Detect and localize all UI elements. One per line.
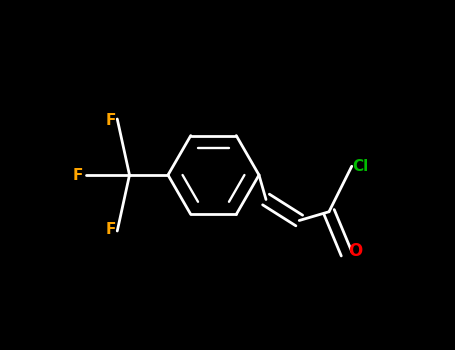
Text: F: F [106,113,116,128]
Text: O: O [348,242,362,260]
Text: F: F [73,168,83,182]
Text: Cl: Cl [352,159,369,174]
Text: F: F [106,222,116,237]
